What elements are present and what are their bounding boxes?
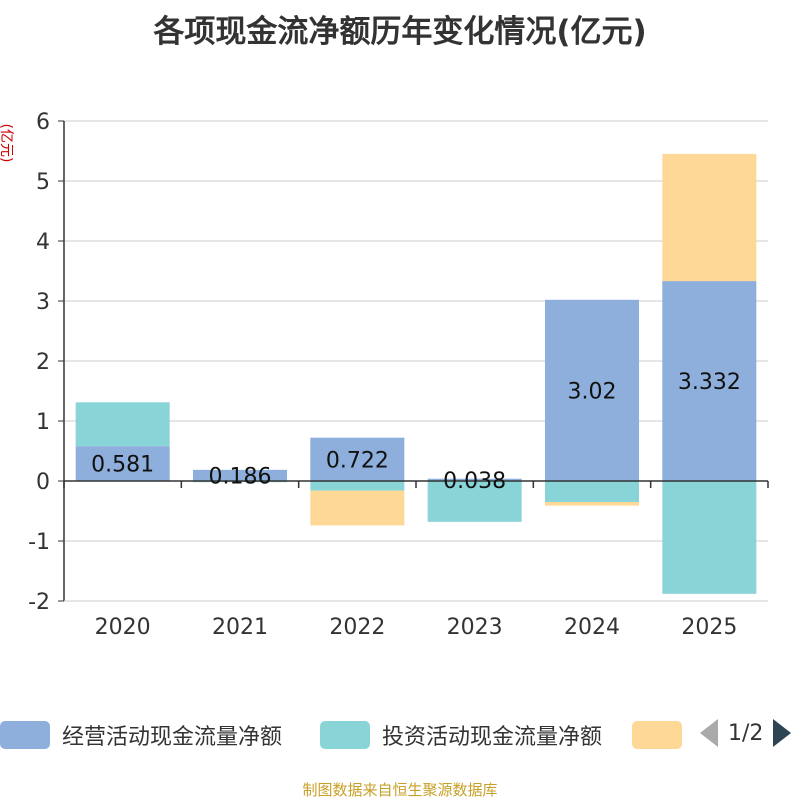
y-tick-label: -1	[28, 530, 50, 555]
bar-2022-series-1	[310, 481, 405, 491]
legend-item-investing[interactable]: 投资活动现金流量净额	[320, 720, 602, 750]
y-tick-label: 4	[36, 230, 50, 255]
x-tick-label-2023: 2023	[447, 615, 503, 640]
x-tick-label-2025: 2025	[681, 615, 737, 640]
bar-2025-series-2	[662, 153, 757, 282]
y-tick-label: 5	[36, 170, 50, 195]
data-label-2021: 0.186	[209, 464, 272, 489]
cashflow-chart: (亿元) -2 -1 0 1 2 3 4 5 6 2020 2021 2022 2023 2024 2025 0…	[0, 110, 769, 640]
bar-2021-series-0	[193, 469, 287, 481]
data-label-2022: 0.722	[326, 448, 389, 473]
legend-label-operating: 经营活动现金流量净额	[62, 725, 283, 750]
bar-2024-series-1	[545, 481, 639, 502]
y-tick-label: 6	[36, 110, 50, 135]
legend-swatch-operating	[0, 721, 50, 749]
bar-2023-series-1	[427, 481, 522, 522]
bar-2020-series-1	[75, 402, 170, 447]
bar-2022-series-2	[310, 490, 405, 526]
legend-pager: 1/2	[700, 719, 792, 747]
y-tick-label: -2	[28, 590, 50, 615]
bar-2025-series-1	[662, 481, 757, 594]
data-label-2023: 0.038	[443, 469, 506, 494]
bar-2023-series-0	[427, 478, 522, 481]
legend-prev-page-icon[interactable]	[700, 719, 718, 747]
x-tick-label-2024: 2024	[564, 615, 620, 640]
x-tick-label-2022: 2022	[329, 615, 385, 640]
data-label-2024: 3.02	[568, 379, 617, 404]
y-axis-label: (亿元)	[0, 124, 14, 163]
bar-2022-series-0	[310, 437, 405, 481]
y-tick-label: 1	[36, 410, 50, 435]
y-tick-label: 3	[36, 290, 50, 315]
y-tick-label: 2	[36, 350, 50, 375]
legend-label-investing: 投资活动现金流量净额	[382, 725, 603, 750]
x-tick-label-2020: 2020	[95, 615, 151, 640]
legend-item-financing[interactable]	[632, 720, 694, 750]
legend-next-page-icon[interactable]	[773, 719, 792, 747]
legend-swatch-investing	[320, 721, 370, 749]
chart-title: 各项现金流净额历年变化情况(亿元)	[153, 14, 647, 50]
data-label-2025: 3.332	[678, 370, 741, 395]
chart-legend: 经营活动现金流量净额 投资活动现金流量净额 1/2	[0, 715, 800, 755]
data-source-footer: 制图数据来自恒生聚源数据库	[302, 781, 498, 799]
legend-page-indicator: 1/2	[728, 720, 764, 746]
legend-swatch-financing	[632, 721, 682, 749]
y-tick-label: 0	[36, 470, 50, 495]
x-tick-label-2021: 2021	[212, 615, 268, 640]
data-label-2020: 0.581	[91, 453, 154, 478]
bar-2024-series-2	[545, 502, 639, 506]
bar-2020-series-0	[75, 446, 170, 481]
legend-item-operating[interactable]: 经营活动现金流量净额	[0, 720, 282, 750]
bar-2025-series-0	[662, 281, 757, 481]
bar-2024-series-0	[545, 299, 639, 481]
